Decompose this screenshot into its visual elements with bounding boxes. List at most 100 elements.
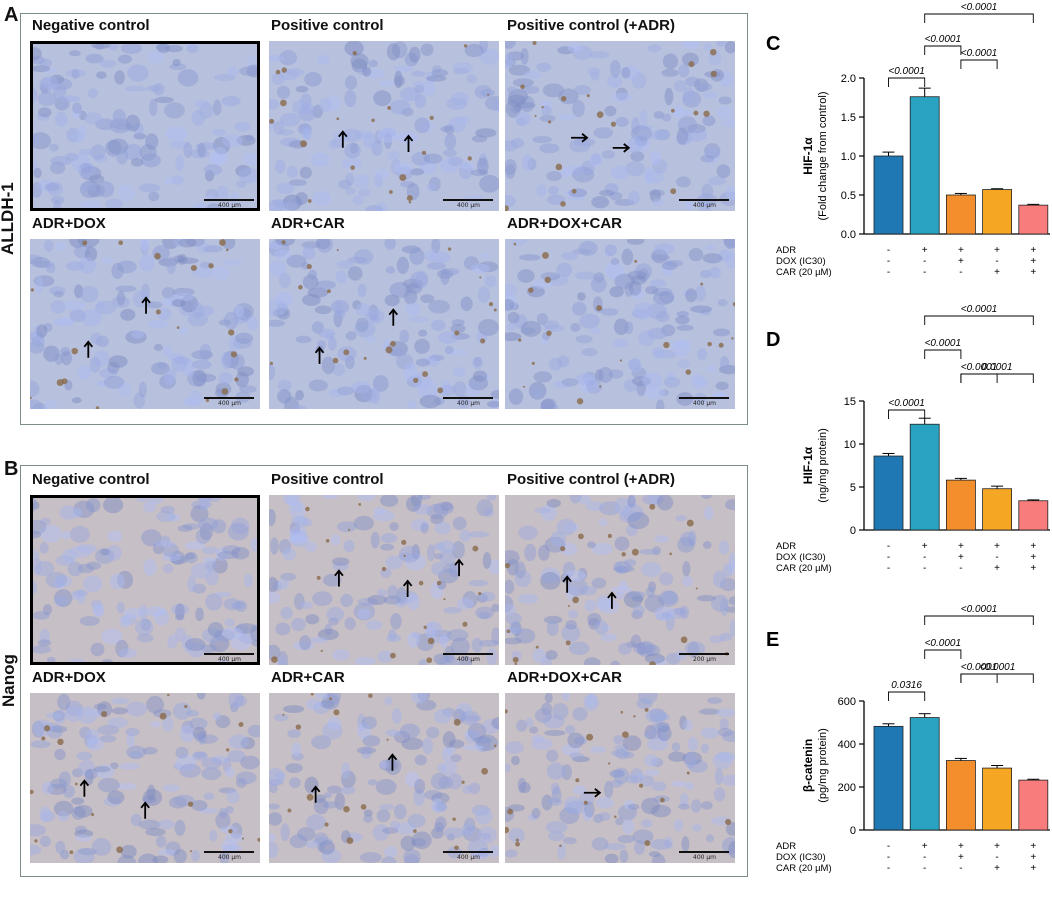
panel-letter: E [766, 629, 779, 651]
arrow-icon [310, 785, 321, 803]
micrograph-title: ADR+CAR [271, 669, 345, 686]
group-sign: - [887, 552, 890, 563]
scale-bar [443, 653, 493, 655]
y-tick-label: 200 [838, 782, 856, 794]
group-sign: - [923, 256, 926, 267]
bar [945, 760, 976, 831]
scale-bar [443, 397, 493, 399]
y-tick-label: 1.5 [841, 112, 856, 124]
scale-bar-label: 400 µm [457, 400, 481, 407]
stain-label-nanog: Nanog [0, 654, 18, 707]
group-sign: + [1030, 267, 1036, 278]
bar [1018, 204, 1049, 235]
arrow-icon [140, 801, 150, 819]
y-tick-label: 0 [850, 825, 856, 837]
group-sign: - [923, 863, 926, 874]
p-value-label: <0.0001 [961, 662, 997, 673]
micrograph-title: Positive control (+ADR) [507, 471, 675, 488]
micrograph-image [505, 239, 735, 409]
significance-bracket [960, 59, 998, 69]
significance-bracket [960, 373, 1034, 383]
group-sign: + [922, 245, 928, 256]
p-value-label: <0.0001 [979, 662, 1015, 673]
panel-letter-b: B [4, 458, 19, 480]
micrograph-image [269, 239, 499, 409]
group-sign: + [994, 267, 1000, 278]
significance-bracket [924, 13, 1034, 23]
scale-bar-label: 400 µm [693, 400, 717, 407]
group-sign: - [887, 541, 890, 552]
group-sign: - [887, 841, 890, 852]
scale-bar-label: 400 µm [457, 202, 481, 209]
arrow-icon [612, 143, 631, 153]
y-tick-label: 0 [850, 525, 856, 537]
group-sign: + [1030, 256, 1036, 267]
micrograph-title: ADR+DOX+CAR [507, 669, 623, 686]
y-tick-label: 400 [838, 739, 856, 751]
micrograph-image [505, 495, 735, 665]
bar [1018, 500, 1049, 531]
group-label: DOX (IC30) [776, 256, 826, 267]
significance-bracket [888, 691, 926, 701]
significance-bracket [888, 409, 926, 419]
group-sign: + [958, 256, 964, 267]
micrograph-title: Positive control (+ADR) [507, 17, 675, 34]
group-sign: + [958, 852, 964, 863]
significance-bracket [924, 315, 1034, 325]
arrow-icon [334, 569, 344, 587]
group-label: CAR (20 µM) [776, 267, 832, 278]
group-sign: + [958, 245, 964, 256]
group-sign: - [959, 563, 962, 574]
micrograph-image [269, 495, 499, 665]
group-label: CAR (20 µM) [776, 563, 832, 574]
y-axis-subtitle: (ng/mg protein) [817, 428, 829, 503]
significance-bracket [960, 673, 998, 683]
panel-b-frame [20, 465, 748, 877]
group-sign: + [1030, 541, 1036, 552]
panel-letter: C [766, 33, 780, 55]
arrow-icon [583, 788, 602, 798]
p-value-label: <0.0001 [925, 638, 961, 649]
micrograph-image [505, 41, 735, 211]
group-sign: + [994, 245, 1000, 256]
y-axis-subtitle: (Fold change from control) [817, 92, 829, 221]
arrow-icon [79, 779, 90, 797]
y-axis-title: β-catenin [801, 739, 815, 792]
significance-bracket [960, 373, 998, 383]
micrograph-title: ADR+DOX [32, 669, 106, 686]
group-sign: + [1030, 863, 1036, 874]
y-tick-label: 1.0 [841, 151, 856, 163]
scale-bar-label: 400 µm [218, 202, 242, 209]
group-sign: + [958, 541, 964, 552]
group-sign: - [995, 552, 998, 563]
y-axis-title: HIF-1α [801, 446, 815, 484]
group-sign: + [958, 552, 964, 563]
arrow-icon [388, 308, 399, 326]
micrograph-image [30, 41, 260, 211]
group-sign: + [1030, 852, 1036, 863]
group-sign: + [922, 541, 928, 552]
group-sign: - [995, 852, 998, 863]
scale-bar-label: 400 µm [218, 656, 242, 663]
micrograph-title: ADR+DOX+CAR [507, 215, 623, 232]
group-sign: - [923, 563, 926, 574]
p-value-label: <0.0001 [961, 362, 997, 373]
arrow-icon [387, 753, 398, 771]
scale-bar [679, 199, 729, 201]
scale-bar [443, 199, 493, 201]
arrow-icon [314, 346, 325, 364]
group-label: ADR [776, 541, 796, 552]
micrograph-title: ADR+CAR [271, 215, 345, 232]
scale-bar [443, 851, 493, 853]
arrow-icon [338, 130, 348, 148]
significance-bracket [924, 45, 962, 55]
y-tick-label: 2.0 [841, 73, 856, 85]
group-sign: + [994, 563, 1000, 574]
bar [982, 767, 1013, 831]
micrograph-image [269, 693, 499, 863]
micrograph-image [30, 239, 260, 409]
group-sign: - [923, 852, 926, 863]
group-sign: + [994, 541, 1000, 552]
scale-bar-label: 400 µm [457, 854, 481, 861]
